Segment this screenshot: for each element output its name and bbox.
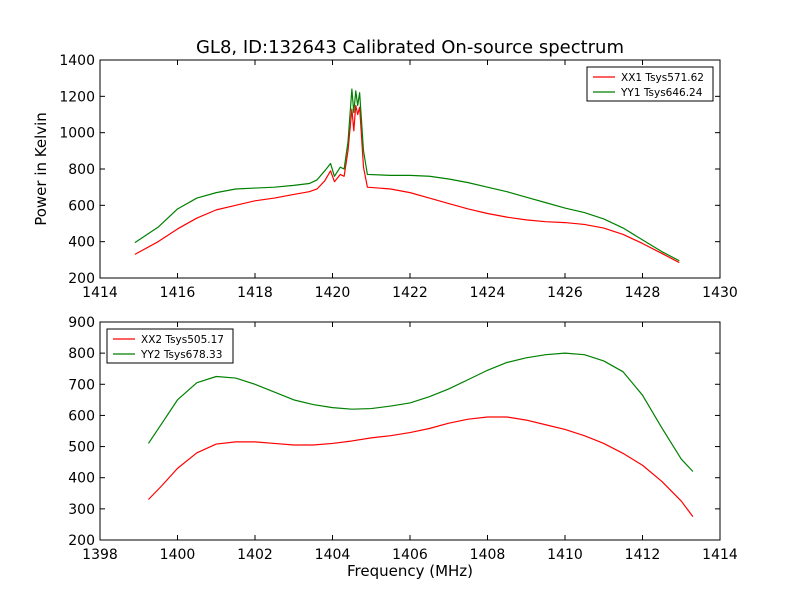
x-tick-label: 1414 (702, 547, 738, 563)
series-line-2 (147, 352, 694, 472)
x-tick-label: 1408 (470, 547, 506, 563)
y-tick-label: 700 (68, 377, 95, 393)
x-tick-label: 1422 (392, 285, 428, 301)
x-tick-label: 1428 (625, 285, 661, 301)
y-tick-label: 200 (68, 533, 95, 549)
y-tick-label: 1200 (59, 89, 95, 105)
top-subplot: 1414 1416 1418 1420 1422 1424 1426 1428 1430 200 4… (32, 53, 738, 301)
x-tick-label: 1404 (315, 547, 351, 563)
x-tick-label: 1414 (82, 285, 118, 301)
y-tick-label: 600 (68, 408, 95, 424)
x-tick-label: 1424 (470, 285, 506, 301)
x-tick-label: 1402 (237, 547, 273, 563)
legend-entry-1: XX2 Tsys505.17 (141, 334, 224, 346)
bottom-subplot: 1398 1400 1402 1404 1406 1408 1410 1412 1414 200 3… (68, 315, 738, 580)
x-tick-label: 1412 (625, 547, 661, 563)
chart-title: GL8, ID:132643 Calibrated On-source spec… (196, 37, 624, 58)
legend-entry-2: YY1 Tsys646.24 (620, 87, 703, 99)
y-tick-label: 300 (68, 502, 95, 518)
y-tick-label: 900 (68, 315, 95, 331)
y-axis-label: Power in Kelvin (32, 112, 50, 226)
legend: XX1 Tsys571.62 YY1 Tsys646.24 (586, 66, 714, 102)
series-line-2 (134, 88, 680, 262)
y-tick-label: 500 (68, 440, 95, 456)
x-tick-label: 1418 (237, 285, 273, 301)
x-tick-label: 1420 (315, 285, 351, 301)
series-line-1 (134, 104, 680, 264)
x-tick-label: 1426 (547, 285, 583, 301)
y-tick-label: 800 (68, 346, 95, 362)
x-tick-label: 1398 (82, 547, 118, 563)
y-tick-label: 200 (68, 271, 95, 287)
y-tick-label: 600 (68, 198, 95, 214)
x-axis-label: Frequency (MHz) (347, 562, 473, 580)
x-tick-label: 1430 (702, 285, 738, 301)
x-tick-label: 1416 (160, 285, 196, 301)
legend: XX2 Tsys505.17 YY2 Tsys678.33 (106, 328, 234, 364)
y-tick-label: 1400 (59, 53, 95, 69)
y-tick-label: 400 (68, 471, 95, 487)
legend-entry-1: XX1 Tsys571.62 (621, 72, 704, 84)
x-tick-label: 1410 (547, 547, 583, 563)
y-tick-label: 800 (68, 162, 95, 178)
series-line-1 (148, 416, 694, 517)
x-tick-label: 1406 (392, 547, 428, 563)
x-tick-label: 1400 (160, 547, 196, 563)
legend-box (586, 66, 714, 102)
y-tick-label: 1000 (59, 126, 95, 142)
legend-entry-2: YY2 Tsys678.33 (140, 349, 222, 361)
legend-box (106, 328, 234, 364)
y-tick-label: 400 (68, 235, 95, 251)
